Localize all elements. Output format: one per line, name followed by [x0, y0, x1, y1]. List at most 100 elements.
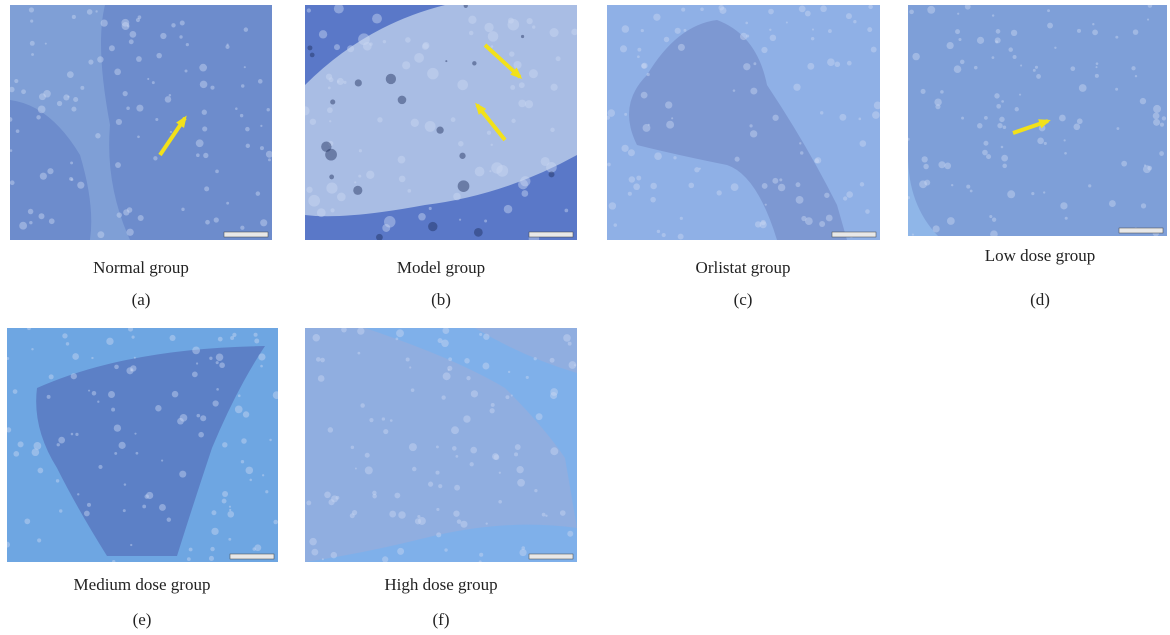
cell-dot — [1064, 152, 1067, 155]
cell-dot — [1095, 74, 1099, 78]
cell-dot — [411, 119, 419, 127]
cell-dot — [14, 79, 18, 83]
cell-dot — [633, 183, 640, 190]
panel-caption: Low dose group — [910, 246, 1170, 266]
cell-dot — [1060, 202, 1067, 209]
cell-dot — [267, 108, 270, 111]
cell-dot — [88, 390, 90, 392]
cell-dot — [665, 101, 672, 108]
cell-dot — [1153, 112, 1160, 119]
cell-dot — [245, 127, 250, 132]
cell-dot — [31, 348, 33, 350]
cell-dot — [1037, 138, 1044, 145]
cell-dot — [1001, 155, 1008, 162]
panel-label: (d) — [910, 290, 1170, 310]
cell-dot — [29, 7, 34, 12]
cell-dot — [812, 29, 814, 31]
panel-label: (a) — [11, 290, 271, 310]
cell-dot — [10, 180, 15, 185]
cell-dot — [398, 96, 407, 105]
cell-dot — [491, 45, 494, 48]
cell-dot — [97, 56, 103, 62]
cell-dot — [123, 509, 126, 512]
panel-label: (c) — [613, 290, 873, 310]
cell-dot — [938, 161, 945, 168]
cell-dot — [372, 14, 382, 24]
cell-dot — [244, 66, 246, 68]
cell-dot — [518, 100, 526, 108]
cell-dot — [309, 538, 317, 546]
cell-dot — [470, 447, 477, 454]
cell-dot — [550, 128, 554, 132]
cell-dot — [97, 231, 104, 238]
cell-dot — [258, 353, 265, 360]
panel-caption: High dose group — [311, 575, 571, 595]
cell-dot — [57, 443, 60, 446]
cell-dot — [200, 415, 206, 421]
cell-dot — [1092, 23, 1094, 25]
cell-dot — [198, 432, 204, 438]
cell-dot — [243, 411, 249, 417]
cell-dot — [814, 158, 819, 163]
cell-dot — [641, 29, 644, 32]
cell-dot — [826, 215, 833, 222]
cell-dot — [205, 220, 210, 225]
cell-dot — [927, 6, 935, 14]
cell-dot — [989, 215, 992, 218]
cell-dot — [359, 149, 362, 152]
cell-dot — [1077, 29, 1081, 33]
cell-dot — [347, 45, 354, 52]
cell-dot — [641, 63, 646, 68]
cell-dot — [171, 23, 175, 27]
cell-dot — [71, 373, 77, 379]
cell-dot — [254, 339, 259, 344]
cell-dot — [496, 165, 508, 177]
cell-dot — [499, 472, 501, 474]
cell-dot — [847, 61, 852, 66]
cell-dot — [235, 406, 243, 414]
cell-dot — [996, 29, 1001, 34]
cell-dot — [317, 208, 326, 217]
cell-dot — [355, 467, 357, 469]
cell-dot — [992, 218, 996, 222]
cell-dot — [40, 173, 47, 180]
cell-dot — [983, 141, 988, 146]
cell-dot — [258, 79, 263, 84]
cell-dot — [262, 474, 264, 476]
cell-dot — [1140, 98, 1146, 104]
cell-dot — [80, 86, 84, 90]
cell-dot — [996, 104, 1001, 109]
cell-dot — [637, 55, 640, 58]
cell-dot — [428, 222, 437, 231]
cell-dot — [126, 229, 133, 236]
cell-dot — [865, 209, 870, 214]
cell-dot — [129, 39, 134, 44]
cell-dot — [761, 220, 766, 225]
scale-bar — [1119, 228, 1163, 233]
cell-dot — [382, 417, 385, 420]
cell-dot — [443, 372, 451, 380]
cell-dot — [666, 121, 674, 129]
cell-dot — [550, 28, 559, 37]
cell-dot — [409, 443, 417, 451]
cell-dot — [796, 182, 801, 187]
cell-dot — [354, 181, 356, 183]
cell-dot — [567, 531, 573, 537]
cell-dot — [72, 353, 79, 360]
cell-dot — [155, 118, 158, 121]
cell-dot — [337, 193, 346, 202]
cell-dot — [307, 8, 311, 12]
cell-dot — [519, 549, 526, 556]
cell-dot — [441, 340, 449, 348]
cell-dot — [1054, 47, 1056, 49]
cell-dot — [482, 363, 489, 370]
cell-dot — [417, 515, 420, 518]
cell-dot — [241, 84, 244, 87]
cell-dot — [429, 207, 432, 210]
cell-dot — [28, 209, 34, 215]
cell-dot — [310, 53, 315, 58]
cell-dot — [115, 162, 121, 168]
cell-dot — [1115, 88, 1118, 91]
cell-dot — [919, 180, 927, 188]
cell-dot — [921, 89, 926, 94]
